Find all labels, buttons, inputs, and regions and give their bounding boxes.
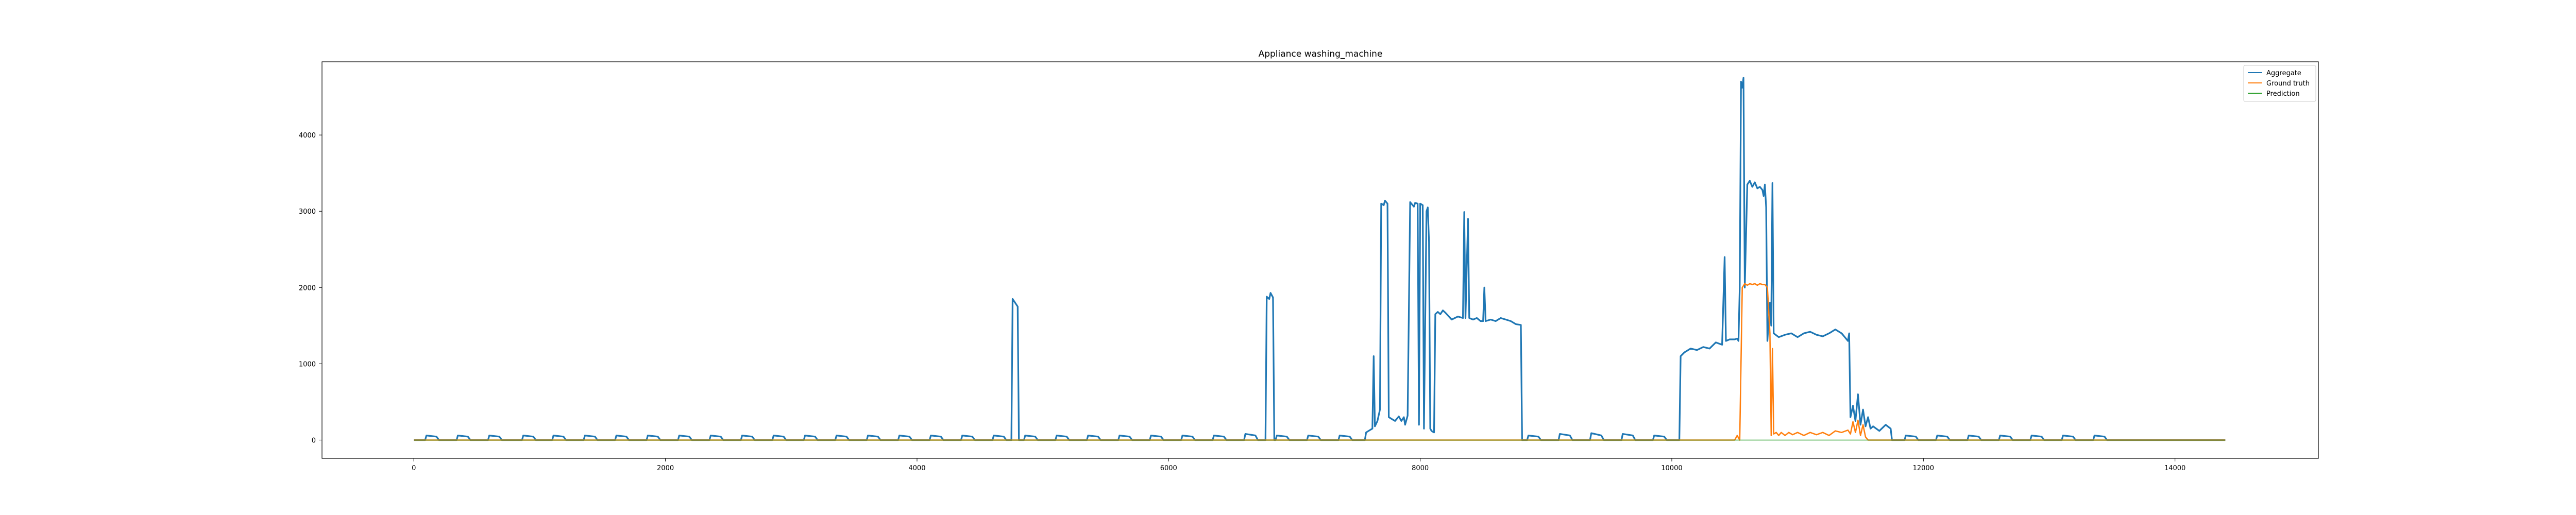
y-tick-label: 1000 [299,360,316,368]
x-tick-label: 14000 [2164,465,2185,472]
x-tick-label: 8000 [1412,465,1429,472]
x-tick-label: 6000 [1160,465,1177,472]
y-tick-label: 3000 [299,208,316,216]
chart-title: Appliance washing_machine [1259,49,1383,59]
legend-box [2243,65,2316,102]
plot-frame [321,61,2319,459]
x-tick-label: 10000 [1661,465,1682,472]
y-tick-label: 4000 [299,132,316,140]
legend-label: Ground truth [2266,80,2310,88]
x-tick-label: 12000 [1913,465,1934,472]
series-line-ground-truth [414,283,2226,441]
y-axis: 0 1000 2000 3000 4000 [299,132,322,444]
legend: Aggregate Ground truth Prediction [2243,65,2316,102]
y-tick-label: 0 [312,437,316,444]
legend-label: Aggregate [2266,70,2301,77]
x-tick-label: 4000 [908,465,925,472]
plot-area [414,77,2226,441]
x-tick-label: 0 [412,465,416,472]
x-tick-label: 2000 [657,465,674,472]
x-axis: 0 2000 4000 6000 8000 10000 12000 14000 [412,458,2185,472]
series-line-aggregate [414,77,2226,441]
y-tick-label: 2000 [299,284,316,292]
legend-label: Prediction [2266,90,2300,98]
